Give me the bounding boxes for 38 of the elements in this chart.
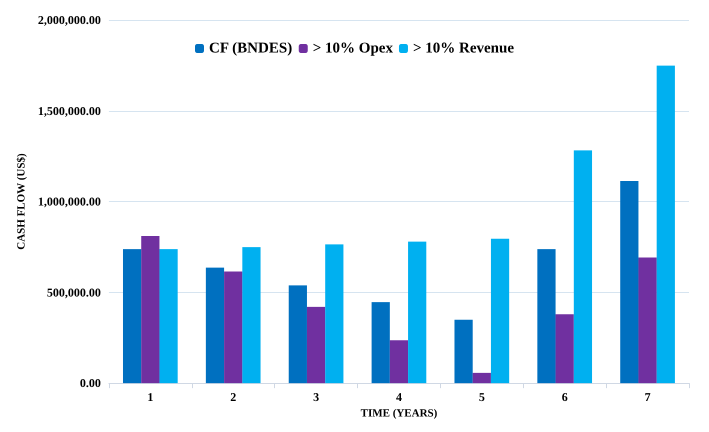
- bar: [556, 314, 574, 384]
- bar: [656, 66, 675, 384]
- bar: [306, 306, 326, 384]
- bar: [638, 257, 657, 384]
- bar: [325, 244, 344, 384]
- x-tick-label: 3: [313, 390, 320, 404]
- bar: [537, 249, 556, 384]
- bar: [372, 302, 390, 384]
- x-tick-label: 4: [396, 390, 402, 404]
- y-tick-label: 1,500,000.00: [38, 104, 101, 118]
- x-tick-label: 2: [230, 390, 236, 404]
- x-tick-label: 6: [562, 390, 568, 404]
- bar: [490, 238, 510, 384]
- bar: [390, 340, 408, 384]
- x-tick-label: 7: [644, 390, 651, 404]
- bar: [288, 285, 307, 384]
- bar: [574, 150, 592, 384]
- bar: [159, 249, 178, 384]
- bar: [454, 320, 473, 384]
- x-tick-label: 5: [478, 390, 485, 404]
- bar: [206, 268, 224, 384]
- bar: [472, 372, 491, 384]
- bar: [122, 249, 142, 384]
- y-tick-label: 500,000.00: [46, 285, 101, 300]
- x-axis-title: TIME (YEARS): [360, 408, 438, 420]
- y-tick-label: 2,000,000.00: [38, 13, 101, 27]
- legend-label: CF (BNDES): [209, 40, 292, 56]
- bar: [620, 181, 638, 384]
- y-tick-label: 0.00: [80, 376, 101, 390]
- bar: [141, 236, 160, 384]
- bar: [242, 247, 261, 384]
- bar: [224, 271, 242, 384]
- x-tick-label: 1: [147, 390, 154, 404]
- bar: [408, 242, 426, 384]
- y-tick-label: 1,000,000.00: [38, 194, 101, 209]
- y-axis-title: CASH FLOW (US$): [16, 153, 28, 250]
- legend-label: > 10% Revenue: [412, 40, 514, 56]
- legend-label: > 10% Opex: [312, 40, 394, 56]
